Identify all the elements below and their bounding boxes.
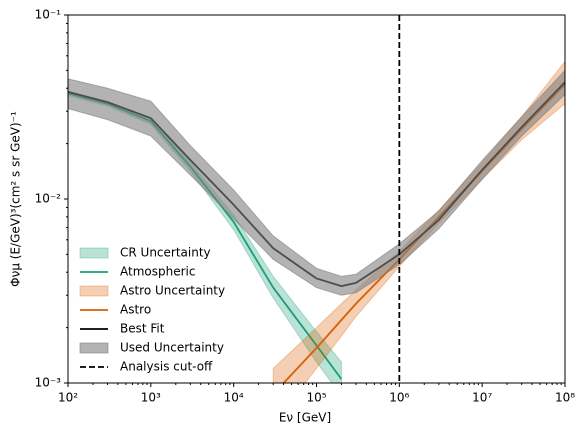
legend-swatch [79, 247, 109, 259]
legend-label: Atmospheric [120, 265, 195, 279]
legend-label: Astro [120, 303, 151, 317]
y-tick-label: 10⁻² [35, 192, 62, 206]
x-tick-label: 10⁴ [224, 391, 244, 405]
y-axis-label: Φνμ (E/GeV)³(cm² s sr GeV)⁻¹ [9, 111, 23, 287]
x-tick-label: 10⁵ [306, 391, 326, 405]
axes: 10² 10³ 10⁴ 10⁵ 10⁶ 10⁷ 10⁸ 10⁻³ 10⁻² 10⁻¹ [35, 8, 576, 405]
legend-label: Best Fit [120, 322, 165, 336]
x-tick-label: 10⁶ [389, 391, 409, 405]
x-tick-label: 10⁷ [472, 391, 492, 405]
legend-swatch [79, 285, 109, 297]
legend-label: Used Uncertainty [120, 341, 224, 355]
legend-label: Astro Uncertainty [120, 284, 225, 298]
legend: CR Uncertainty Atmospheric Astro Uncertain… [79, 246, 225, 374]
legend-label: CR Uncertainty [120, 246, 211, 260]
x-axis-label: Eν [GeV] [279, 411, 331, 425]
legend-label: Analysis cut-off [120, 360, 213, 374]
x-tick-label: 10² [58, 391, 78, 405]
x-tick-label: 10³ [141, 391, 161, 405]
x-tick-label: 10⁸ [555, 391, 575, 405]
legend-swatch [79, 342, 109, 354]
uncertainty-band [68, 69, 565, 296]
plot-area [68, 15, 565, 383]
y-tick-label: 10⁻³ [35, 376, 62, 390]
y-tick-label: 10⁻¹ [35, 8, 62, 22]
